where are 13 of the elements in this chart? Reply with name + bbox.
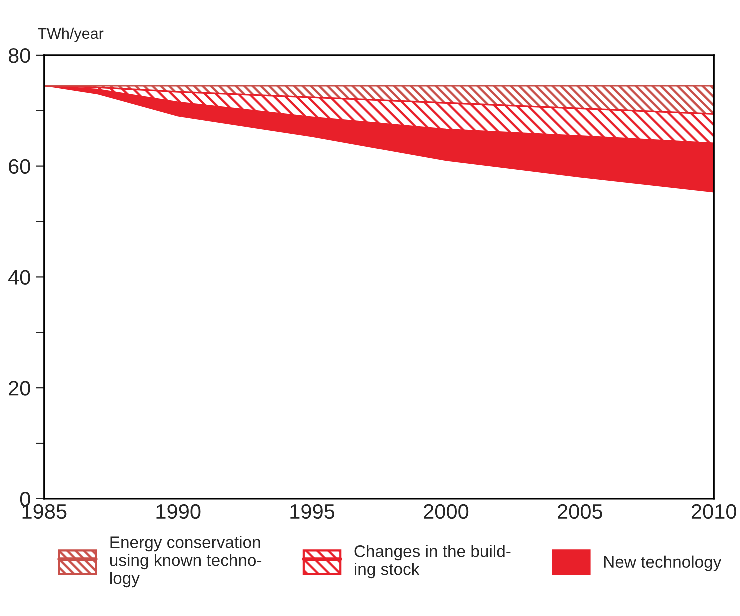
x-tick-label: 2005 [558,504,602,520]
y-tick-label: 40 [8,270,30,285]
y-tick-label: 80 [8,48,30,64]
legend-label: New technology [604,556,722,572]
x-tick-label: 1995 [290,504,335,520]
x-tick-label: 2000 [424,504,469,520]
legend-label: Changes in the build- ing stock [354,545,511,579]
y-tick-label: 20 [9,381,30,396]
x-tick-label: 2010 [692,504,736,520]
y-tick-label: 60 [9,159,30,174]
y-axis-title: TWh/year [38,28,104,42]
legend-label: Energy conservation using known techno- logy [110,536,262,588]
x-tick-label: 1990 [156,504,201,520]
